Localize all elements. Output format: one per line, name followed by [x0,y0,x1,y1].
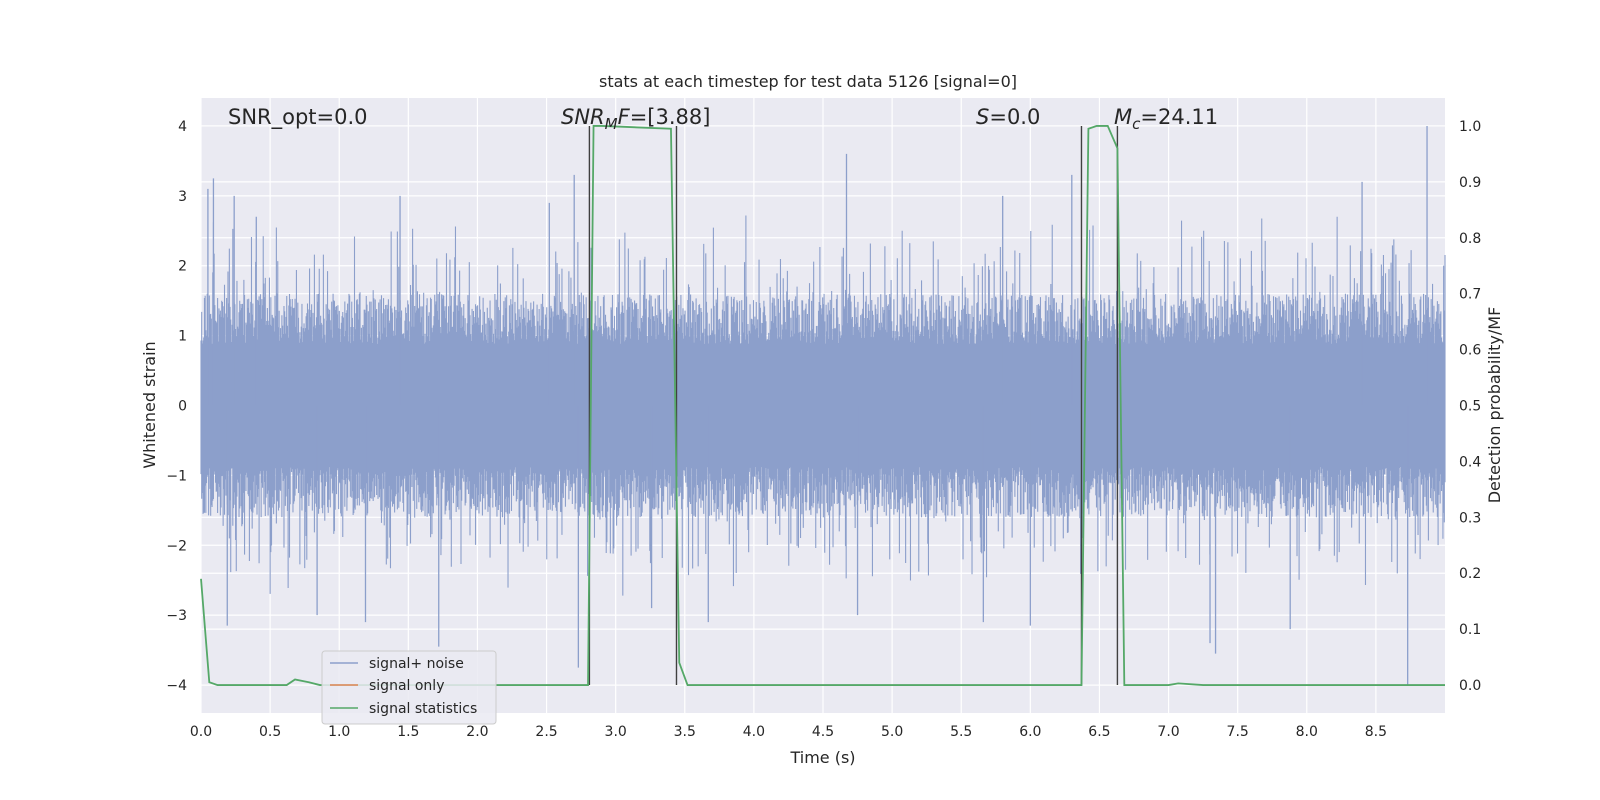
x-tick-label: 0.5 [259,724,281,740]
x-tick-label: 8.5 [1365,724,1387,740]
s-annotation: S=0.0 [976,105,1040,129]
y-left-tick-label: 0 [178,399,187,415]
snr-mf-symbol: SNR [561,105,605,129]
y-left-tick-label: −4 [166,678,187,694]
x-tick-label: 5.0 [881,724,903,740]
y-right-tick-label: 1.0 [1459,119,1481,135]
mc-value: =24.11 [1140,105,1218,129]
x-axis-label: Time (s) [789,748,855,767]
legend-label-signal-noise: signal+ noise [369,656,464,672]
snr-mf-annotation: SNRMF=[3.88] [561,105,710,133]
x-tick-label: 3.0 [605,724,627,740]
x-tick-label: 2.0 [466,724,488,740]
x-tick-label: 4.0 [743,724,765,740]
y-left-tick-label: 3 [178,189,187,205]
y-left-tick-label: −3 [166,608,187,624]
y-right-tick-label: 0.4 [1459,454,1481,470]
legend-label-signal-only: signal only [369,678,444,694]
y-right-tick-label: 0.3 [1459,510,1481,526]
snr-mf-suffix: F [618,105,631,129]
snr-opt-annotation: SNR_opt=0.0 [228,105,368,130]
x-tick-label: 7.0 [1157,724,1179,740]
y-left-tick-label: 1 [178,329,187,345]
x-tick-label: 7.5 [1227,724,1249,740]
x-tick-label: 8.0 [1296,724,1318,740]
y-right-tick-label: 0.5 [1459,399,1481,415]
mc-symbol: M [1114,105,1132,129]
s-value: =0.0 [989,105,1040,129]
x-tick-label: 5.5 [950,724,972,740]
y-right-tick-label: 0.9 [1459,175,1481,191]
right-y-axis-label: Detection probability/MF [1485,307,1504,504]
x-tick-label: 1.5 [397,724,419,740]
s-symbol: S [976,105,989,129]
y-right-tick-label: 0.2 [1459,566,1481,582]
x-tick-label: 6.5 [1088,724,1110,740]
y-right-tick-label: 0.1 [1459,622,1481,638]
mc-annotation: Mc=24.11 [1114,105,1218,133]
signal-statistics-line [200,125,1445,686]
mc-subscript: c [1132,115,1141,133]
signal-statistics-series [200,125,1445,686]
y-left-tick-label: 2 [178,259,187,275]
legend: signal+ noise signal only signal statist… [321,650,497,725]
snr-mf-subscript: M [605,115,618,133]
y-left-tick-label: 4 [178,119,187,135]
y-left-tick-label: −2 [166,538,187,554]
snr-mf-value: =[3.88] [630,105,711,129]
x-tick-label: 6.0 [1019,724,1041,740]
noise-trace [200,215,1446,596]
left-y-axis-ticks: 4 3 2 1 0 −1 −2 −3 −4 [166,119,187,694]
x-tick-label: 4.5 [812,724,834,740]
signal-noise-series [200,125,1446,686]
chart-title: stats at each timestep for test data 512… [599,72,1017,91]
y-right-tick-label: 0.0 [1459,678,1481,694]
x-tick-label: 2.5 [535,724,557,740]
x-tick-label: 0.0 [190,724,212,740]
left-y-axis-label: Whitened strain [140,341,159,468]
right-y-axis-ticks: 1.0 0.9 0.8 0.7 0.6 0.5 0.4 0.3 0.2 0.1 0.0 [1459,119,1481,694]
x-tick-label: 1.0 [328,724,350,740]
x-tick-label: 3.5 [674,724,696,740]
y-right-tick-label: 0.8 [1459,231,1481,247]
legend-label-signal-statistics: signal statistics [369,701,477,717]
x-axis-ticks: 0.0 0.5 1.0 1.5 2.0 2.5 3.0 3.5 4.0 4.5 5.0 5.5 6.0 6… [190,724,1387,740]
y-left-tick-label: −1 [166,468,187,484]
y-right-tick-label: 0.7 [1459,287,1481,303]
y-right-tick-label: 0.6 [1459,343,1481,359]
